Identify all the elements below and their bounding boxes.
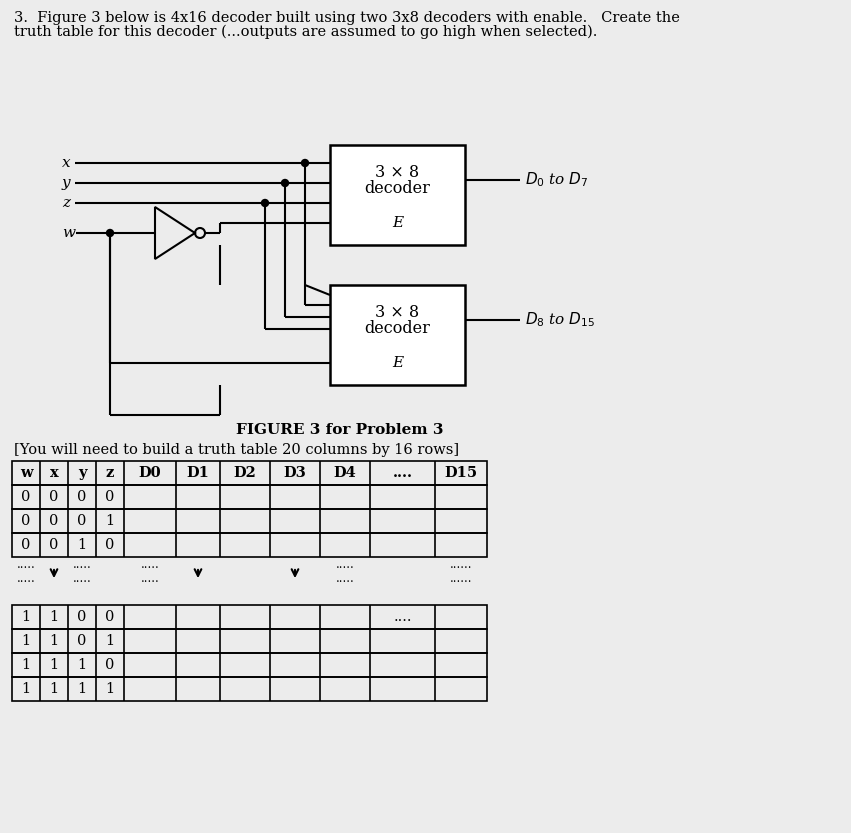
Circle shape	[282, 179, 288, 187]
Text: 0: 0	[49, 490, 59, 504]
Circle shape	[301, 159, 309, 167]
Text: 1: 1	[21, 658, 31, 672]
Text: 1: 1	[77, 658, 87, 672]
Text: .....: .....	[72, 572, 91, 586]
Text: y: y	[77, 466, 86, 480]
Text: truth table for this decoder (...outputs are assumed to go high when selected).: truth table for this decoder (...outputs…	[14, 25, 597, 39]
Text: 0: 0	[77, 610, 87, 624]
Text: 0: 0	[106, 538, 115, 552]
Text: D0: D0	[139, 466, 162, 480]
Bar	[12, 677, 487, 701]
Text: .....: .....	[335, 572, 354, 586]
Bar	[330, 145, 465, 245]
Text: 1: 1	[77, 538, 87, 552]
Text: .....: .....	[335, 558, 354, 571]
Text: 0: 0	[77, 514, 87, 528]
Text: 1: 1	[49, 610, 59, 624]
Text: [You will need to build a truth table 20 columns by 16 rows]: [You will need to build a truth table 20…	[14, 443, 460, 457]
Text: .....: .....	[140, 572, 159, 586]
Text: ......: ......	[449, 558, 472, 571]
Text: 1: 1	[49, 682, 59, 696]
Text: .....: .....	[17, 572, 36, 586]
Text: 3 × 8: 3 × 8	[375, 303, 420, 321]
Text: .....: .....	[72, 558, 91, 571]
Bar	[330, 285, 465, 385]
Text: decoder: decoder	[364, 179, 431, 197]
Text: E: E	[392, 356, 403, 370]
Text: 1: 1	[21, 682, 31, 696]
Text: D3: D3	[283, 466, 306, 480]
Text: D2: D2	[233, 466, 256, 480]
Bar	[12, 605, 487, 629]
Bar	[12, 653, 487, 677]
Text: $D_0$ to $D_7$: $D_0$ to $D_7$	[525, 171, 589, 189]
Text: D1: D1	[186, 466, 209, 480]
Text: 0: 0	[49, 514, 59, 528]
Text: 0: 0	[21, 514, 31, 528]
Circle shape	[106, 230, 113, 237]
Text: y: y	[62, 176, 71, 190]
Text: 0: 0	[21, 490, 31, 504]
Text: 1: 1	[49, 658, 59, 672]
Text: $D_8$ to $D_{15}$: $D_8$ to $D_{15}$	[525, 311, 595, 329]
Bar	[12, 461, 487, 485]
Bar	[12, 629, 487, 653]
Text: E: E	[392, 216, 403, 230]
Bar	[12, 485, 487, 509]
Text: D4: D4	[334, 466, 357, 480]
Bar	[12, 509, 487, 533]
Text: 1: 1	[106, 514, 115, 528]
Text: 3 × 8: 3 × 8	[375, 163, 420, 181]
Text: 1: 1	[21, 634, 31, 648]
Text: x: x	[49, 466, 59, 480]
Text: 0: 0	[49, 538, 59, 552]
Text: ......: ......	[449, 572, 472, 586]
Text: w: w	[62, 226, 75, 240]
Text: .....: .....	[140, 558, 159, 571]
Text: ....: ....	[392, 466, 413, 480]
Text: 1: 1	[106, 634, 115, 648]
Text: x: x	[62, 156, 71, 170]
Text: 0: 0	[106, 610, 115, 624]
Text: 1: 1	[21, 610, 31, 624]
Text: 3.  Figure 3 below is 4x16 decoder built using two 3x8 decoders with enable.   C: 3. Figure 3 below is 4x16 decoder built …	[14, 11, 680, 25]
Text: z: z	[106, 466, 114, 480]
Circle shape	[261, 199, 269, 207]
Text: FIGURE 3 for Problem 3: FIGURE 3 for Problem 3	[237, 423, 443, 437]
Text: w: w	[20, 466, 32, 480]
Text: 0: 0	[21, 538, 31, 552]
Text: 0: 0	[77, 634, 87, 648]
Text: 1: 1	[106, 682, 115, 696]
Text: .....: .....	[17, 558, 36, 571]
Text: D15: D15	[444, 466, 477, 480]
Text: decoder: decoder	[364, 320, 431, 337]
Text: 0: 0	[106, 490, 115, 504]
Text: z: z	[62, 196, 70, 210]
Text: 1: 1	[77, 682, 87, 696]
Text: 1: 1	[49, 634, 59, 648]
Text: 0: 0	[106, 658, 115, 672]
Bar	[12, 533, 487, 557]
Text: ....: ....	[393, 610, 412, 624]
Text: 0: 0	[77, 490, 87, 504]
